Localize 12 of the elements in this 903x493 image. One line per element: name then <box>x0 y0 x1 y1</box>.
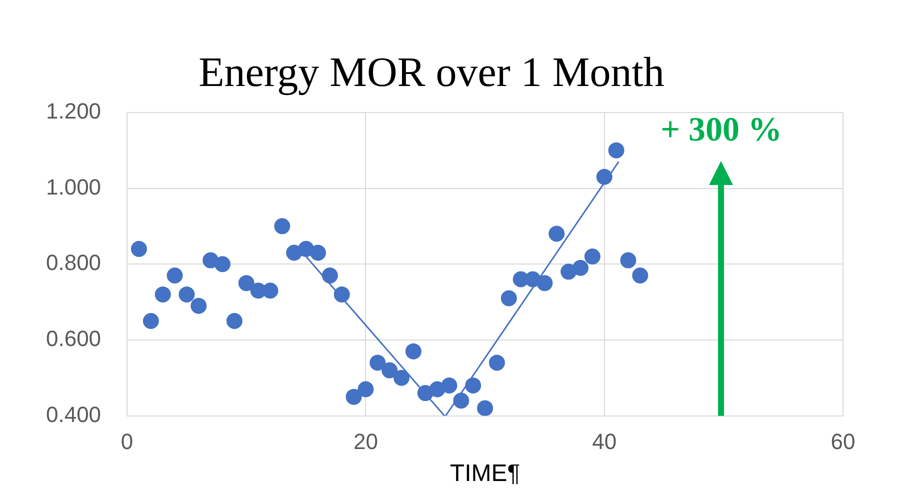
x-tick-label: 0 <box>120 429 134 454</box>
annotation: + 300 % <box>660 112 782 149</box>
x-axis-title: TIME¶ <box>450 460 520 488</box>
chart-title: Energy MOR over 1 Month <box>198 50 664 96</box>
y-tick-label: 1.200 <box>46 98 102 124</box>
x-tick-label: 20 <box>353 429 378 454</box>
x-tick-label: 60 <box>830 429 856 454</box>
y-tick-label: 1.000 <box>46 174 102 200</box>
x-tick-label: 40 <box>592 429 617 454</box>
y-tick-label: 0.400 <box>46 402 102 427</box>
y-tick-label: 0.600 <box>46 326 102 352</box>
y-tick-label: 0.800 <box>46 250 102 276</box>
